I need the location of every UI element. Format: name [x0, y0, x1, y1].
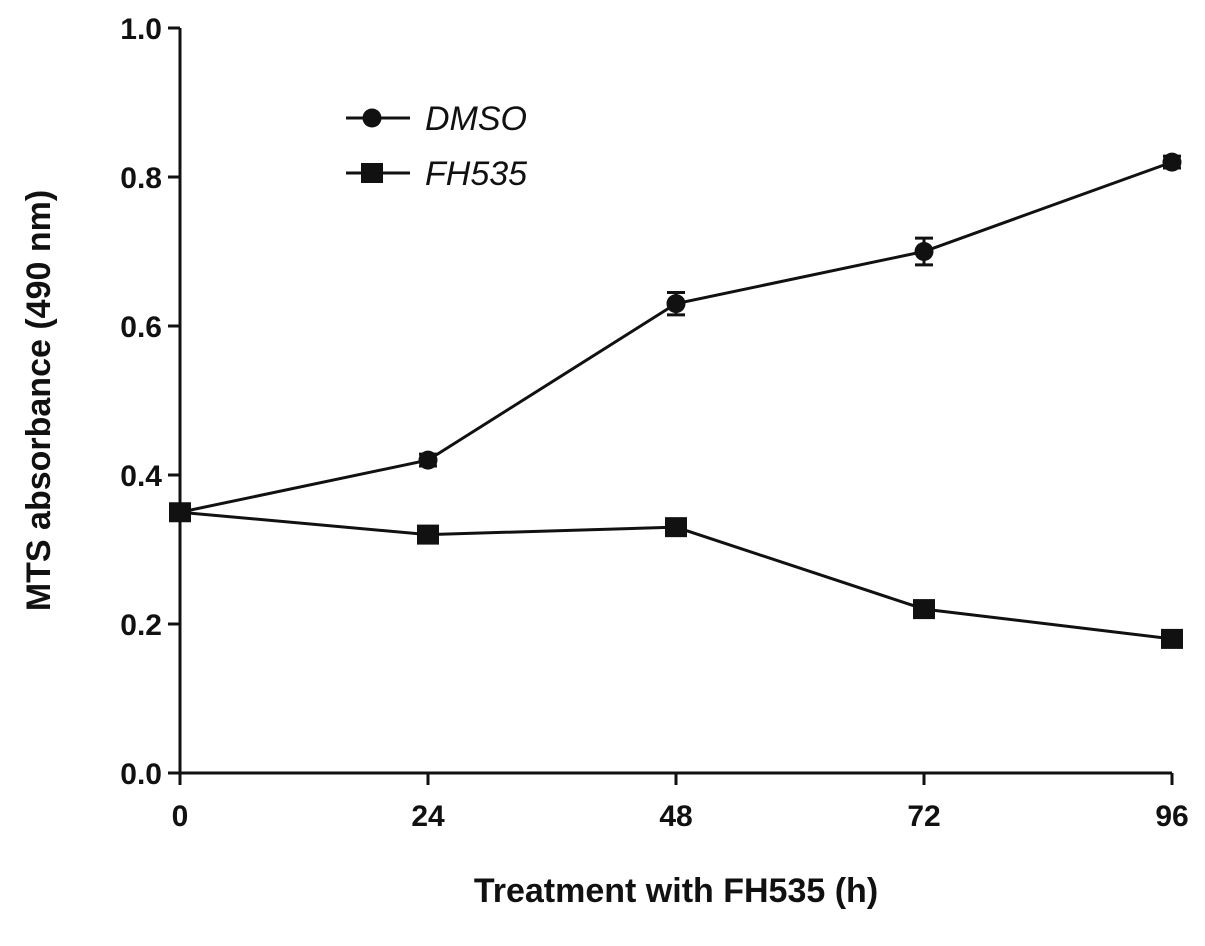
data-point	[914, 242, 934, 261]
legend-item-dmso: DMSO	[346, 100, 527, 138]
y-tick-label: 0.6	[120, 311, 162, 344]
data-point	[666, 294, 686, 314]
axes: 0.0 0.2 0.4 0.6 0.8 1.0 0 24 48 72 96	[120, 13, 1188, 833]
x-axis-title: Treatment with FH535 (h)	[474, 872, 878, 910]
data-point	[1161, 628, 1183, 649]
legend-label: DMSO	[425, 100, 527, 138]
series-fh535	[169, 502, 1183, 649]
y-tick-label: 0.0	[120, 758, 162, 791]
data-point	[417, 524, 439, 545]
legend-marker	[361, 163, 383, 183]
data-point	[418, 450, 438, 470]
data-point	[169, 502, 191, 523]
y-axis-title: MTS absorbance (490 nm)	[20, 190, 58, 611]
x-tick-label: 0	[172, 800, 189, 833]
x-tick-label: 48	[659, 800, 692, 833]
x-tick-label: 72	[907, 800, 940, 833]
legend-label: FH535	[425, 155, 527, 193]
series-dmso	[170, 152, 1182, 522]
legend-marker	[362, 108, 382, 128]
data-point	[665, 517, 687, 538]
x-tick-label: 24	[411, 800, 445, 833]
data-point	[1162, 152, 1182, 172]
series-layer	[169, 152, 1183, 649]
series-line	[179, 160, 1173, 514]
y-tick-label: 0.8	[120, 162, 162, 195]
y-tick-label: 0.2	[120, 609, 162, 642]
data-point	[913, 599, 935, 620]
legend-item-fh535: FH535	[346, 155, 527, 193]
legend: DMSO FH535	[346, 100, 527, 193]
y-tick-label: 0.4	[120, 460, 162, 493]
y-tick-label: 1.0	[120, 13, 162, 46]
x-tick-label: 96	[1155, 800, 1188, 833]
